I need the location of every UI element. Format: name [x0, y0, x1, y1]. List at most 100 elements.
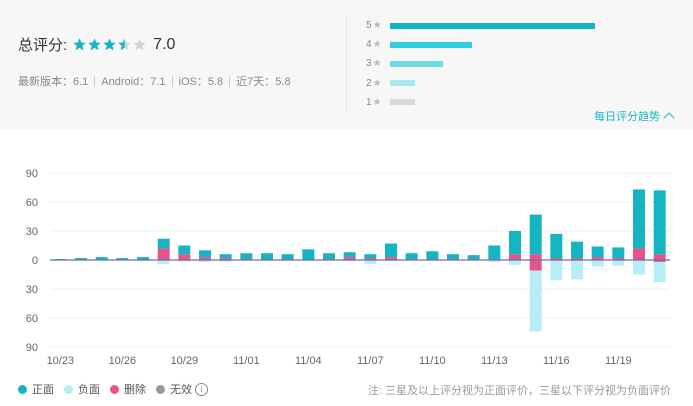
bar-deleted [612, 258, 625, 260]
x-tick-label: 11/07 [357, 355, 384, 367]
chevron-up-icon [663, 112, 675, 124]
star-rating [73, 38, 148, 51]
bar-positive [116, 258, 129, 260]
version-score-7days: 近7天：5.8 [236, 76, 291, 88]
y-tick-label: 0 [32, 255, 38, 267]
distribution-bar [390, 22, 595, 29]
bar-positive [199, 250, 211, 258]
legend-label: 正面 [32, 384, 54, 396]
daily-trend-toggle[interactable]: 每日评分趋势 [594, 108, 675, 124]
bar-positive [302, 249, 315, 260]
star-count-label: 1 [366, 96, 372, 108]
star-icon: ★ [372, 77, 382, 89]
legend-item-positive[interactable]: 正面 [18, 381, 54, 397]
bar-deleted [529, 254, 542, 260]
distribution-row: 5 ★ [366, 16, 595, 35]
bar-positive [219, 254, 232, 259]
bar-deleted [219, 258, 232, 260]
bar-deleted [385, 257, 397, 260]
score-label: 总评分: [18, 37, 68, 54]
divider [229, 75, 231, 87]
bar-positive [343, 252, 356, 258]
bar-positive [178, 245, 191, 255]
star-full-icon [103, 38, 116, 51]
bar-positive [653, 190, 666, 255]
bar-positive [157, 238, 170, 249]
bar-deleted [343, 257, 356, 260]
bar-positive [550, 233, 563, 259]
bar-positive [488, 245, 501, 260]
distribution-row: 4 ★ [366, 35, 595, 54]
daily-trend-label: 每日评分趋势 [594, 111, 660, 123]
star-half-icon [118, 38, 131, 51]
bar-negative [591, 260, 604, 267]
star-icon: ★ [372, 39, 382, 51]
bar-negative [550, 260, 563, 281]
star-icon: ★ [372, 20, 382, 32]
star-empty-icon [133, 38, 146, 51]
bar-positive [571, 241, 583, 259]
bar-positive [591, 246, 604, 258]
distribution-bar [390, 80, 415, 87]
bar-negative [571, 260, 583, 280]
distribution-bar [390, 41, 472, 48]
x-tick-label: 10/23 [47, 355, 75, 367]
bar-negative [199, 260, 211, 262]
x-tick-label: 10/29 [171, 355, 199, 367]
bar-negative [529, 270, 542, 332]
legend-item-invalid[interactable]: 无效 i [156, 381, 208, 397]
bar-positive [385, 243, 397, 258]
bar-negative [633, 260, 645, 275]
x-tick-label: 10/26 [109, 355, 137, 367]
bar-positive [529, 214, 542, 255]
x-tick-label: 11/13 [481, 355, 508, 367]
bar-positive [281, 254, 294, 260]
bar-positive [261, 253, 273, 260]
bar-positive [509, 231, 521, 255]
bar-deleted [157, 248, 170, 260]
bar-positive [75, 258, 87, 260]
legend-label: 无效 [170, 384, 192, 396]
bar-deleted [633, 248, 645, 260]
bar-deleted [178, 254, 191, 260]
y-tick-label: 30 [26, 284, 38, 296]
star-icon: ★ [372, 58, 382, 70]
bar-deleted [364, 258, 377, 260]
bar-deleted [591, 257, 604, 260]
score-value: 7.0 [153, 35, 176, 53]
rating-distribution: 5 ★ 4 ★ 3 ★ 2 ★ 1 ★ [366, 16, 595, 112]
x-tick-label: 11/04 [295, 355, 322, 367]
version-score-ios: iOS：5.8 [178, 76, 224, 88]
star-count-label: 4 [366, 39, 372, 51]
divider [171, 75, 173, 87]
bar-negative [612, 260, 625, 266]
legend-dot [110, 384, 119, 394]
bar-negative [157, 260, 170, 264]
legend-item-negative[interactable]: 负面 [64, 381, 100, 397]
star-count-label: 3 [366, 58, 372, 70]
bar-positive [633, 189, 645, 249]
bar-positive [447, 254, 459, 260]
bar-invalid [529, 260, 542, 271]
y-tick-label: 60 [26, 197, 38, 209]
star-icon: ★ [372, 96, 382, 108]
x-tick-label: 11/01 [233, 355, 260, 367]
legend-item-deleted[interactable]: 删除 [110, 381, 146, 397]
y-tick-label: 90 [26, 342, 38, 354]
bar-positive [467, 255, 480, 260]
legend-label: 负面 [78, 384, 100, 396]
divider [94, 75, 96, 87]
distribution-label: 1 ★ [366, 97, 390, 108]
chart-legend: 正面 负面 删除 无效 i [18, 381, 218, 397]
bar-deleted [199, 257, 211, 260]
info-icon[interactable]: i [195, 382, 208, 396]
x-tick-label: 11/19 [605, 355, 632, 367]
distribution-bar [390, 99, 415, 106]
version-score-latest: 最新版本：6.1 [18, 76, 89, 88]
rating-summary-panel: 总评分: 7.0 最新版本：6.1 Android：7.1 iOS：5.8 近7… [0, 0, 693, 130]
star-count-label: 5 [366, 20, 372, 32]
distribution-label: 4 ★ [366, 39, 390, 50]
bar-negative [488, 260, 501, 262]
distribution-row: 2 ★ [366, 74, 595, 93]
star-full-icon [88, 38, 101, 51]
